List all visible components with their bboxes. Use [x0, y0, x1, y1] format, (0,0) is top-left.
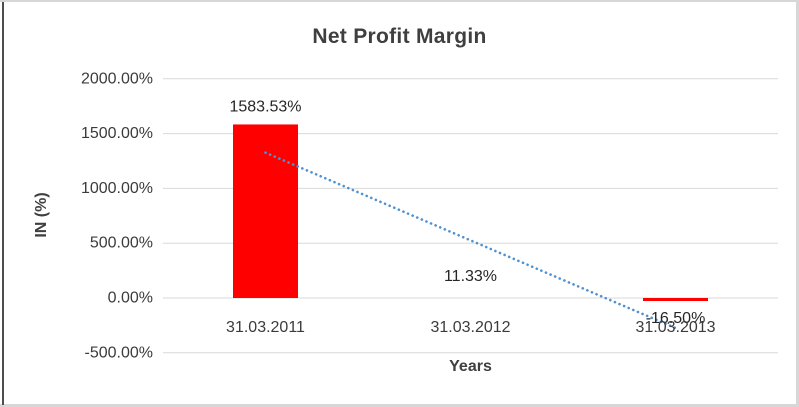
frame-border-left	[2, 2, 4, 405]
bar	[233, 124, 298, 298]
trendline	[264, 151, 677, 330]
frame-border-bottom	[0, 404, 799, 407]
y-tick-label: 1000.00%	[81, 180, 153, 197]
category-label: 31.03.2011	[226, 319, 305, 336]
data-label: 11.33%	[444, 268, 497, 285]
y-tick-label: 2000.00%	[81, 70, 153, 87]
x-axis-title: Years	[449, 358, 492, 375]
frame-border-top	[0, 0, 799, 2]
frame-border-right	[796, 0, 799, 407]
chart-title: Net Profit Margin	[312, 25, 487, 48]
category-label: 31.03.2012	[430, 319, 510, 336]
data-label: 1583.53%	[229, 98, 301, 115]
y-tick-label: 500.00%	[90, 235, 153, 252]
data-label: -16.50%	[646, 310, 706, 327]
bar	[643, 298, 708, 301]
y-tick-label: 1500.00%	[81, 125, 153, 142]
category-label: 31.03.2013	[635, 319, 715, 336]
y-tick-label: -500.00%	[85, 344, 154, 361]
y-tick-label: 0.00%	[108, 290, 153, 307]
